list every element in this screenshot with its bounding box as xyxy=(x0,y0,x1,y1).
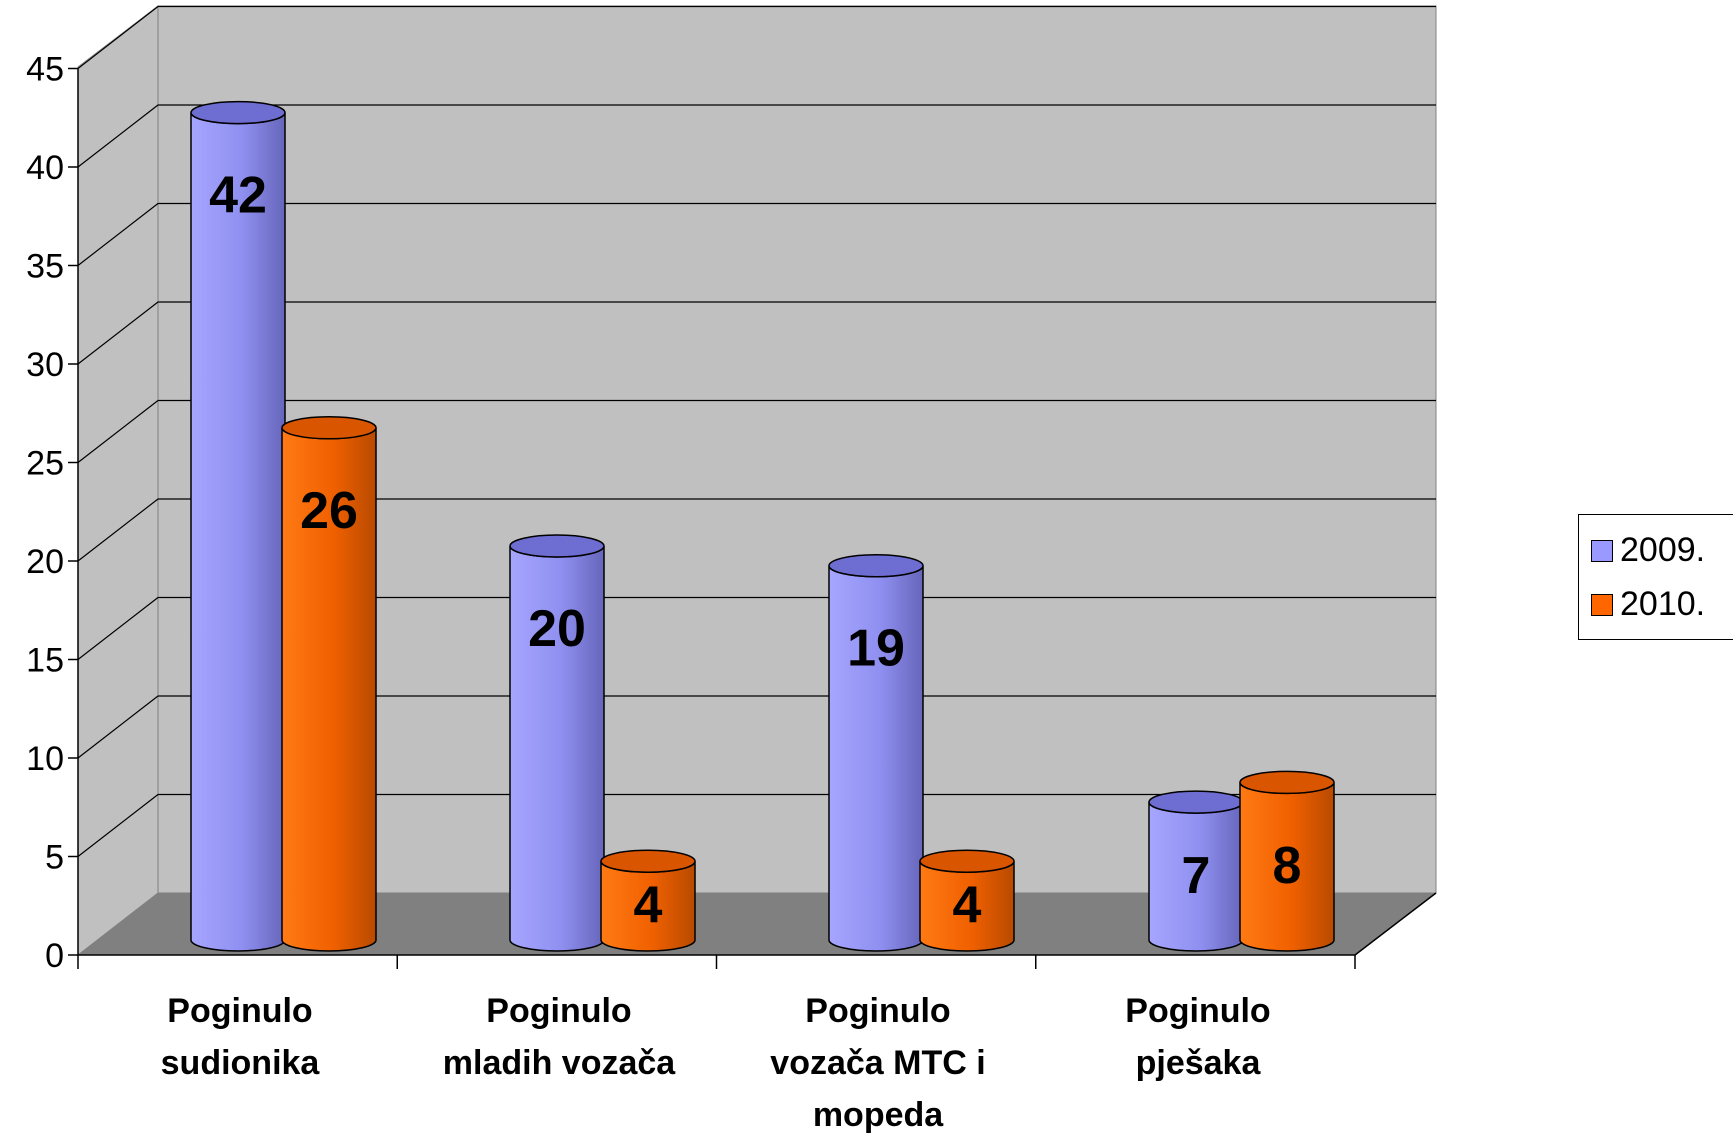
value-labels: 42 26 20 4 19 4 7 8 xyxy=(209,167,1301,935)
x-category-label-line: Poginulo xyxy=(1125,992,1270,1030)
bar-top xyxy=(281,416,377,440)
bar-2010-1 xyxy=(600,849,696,952)
gridlines xyxy=(77,5,1436,857)
data-label: 7 xyxy=(1182,847,1211,905)
gridline xyxy=(77,301,1436,365)
x-category-label-line: mladih vozača xyxy=(443,1044,677,1082)
bar-2010-0 xyxy=(281,416,377,952)
y-tick-label: 20 xyxy=(26,543,64,581)
bar-top xyxy=(600,849,696,873)
bar-top xyxy=(1239,770,1335,795)
y-axis: 0 5 10 15 20 25 30 35 40 45 xyxy=(26,51,79,975)
data-label: 8 xyxy=(1273,837,1302,895)
bar-2009-2 xyxy=(828,553,924,952)
x-category-label-line: pješaka xyxy=(1136,1044,1262,1082)
bar-2010-3 xyxy=(1239,770,1335,952)
y-tick-label: 35 xyxy=(26,248,64,286)
x-axis xyxy=(77,892,1437,969)
data-label: 26 xyxy=(300,482,358,540)
bar-top xyxy=(919,849,1015,873)
bar-top xyxy=(828,553,924,578)
legend: 2009. 2010. xyxy=(1578,514,1733,640)
x-category-label-line: sudionika xyxy=(161,1044,321,1082)
legend-item-2010: 2010. xyxy=(1591,585,1705,624)
gridline xyxy=(77,5,1436,69)
x-category-label: Poginulo mladih vozača xyxy=(443,992,677,1082)
x-category-label: Poginulo pješaka xyxy=(1125,992,1270,1082)
bar-2010-2 xyxy=(919,849,1015,952)
bar-top xyxy=(1148,790,1244,814)
y-tick-label: 30 xyxy=(26,346,64,384)
legend-item-2009: 2009. xyxy=(1591,531,1705,570)
bar-top xyxy=(190,100,286,125)
data-label: 42 xyxy=(209,167,267,225)
x-category-label-line: Poginulo xyxy=(805,992,950,1030)
legend-label-2009: 2009. xyxy=(1620,531,1706,569)
data-label: 4 xyxy=(953,877,982,935)
gridline xyxy=(77,793,1436,857)
legend-swatch-2009 xyxy=(1591,539,1613,562)
data-label: 20 xyxy=(528,600,586,658)
floor xyxy=(78,893,1436,955)
bar-top xyxy=(509,534,605,558)
x-category-label: Poginulo vozača MTC i mopeda xyxy=(770,992,985,1134)
side-wall xyxy=(77,4,159,957)
y-tick-label: 45 xyxy=(26,51,64,89)
legend-swatch-2010 xyxy=(1591,593,1613,616)
bars xyxy=(190,100,1335,952)
y-tick-label: 40 xyxy=(26,149,64,187)
gridline xyxy=(77,399,1436,463)
bar-2009-0 xyxy=(190,100,286,952)
x-category-label: Poginulo sudionika xyxy=(161,992,321,1082)
data-label: 4 xyxy=(634,877,663,935)
gridline xyxy=(77,202,1436,266)
y-tick-label: 10 xyxy=(26,740,64,778)
x-axis-depth-line xyxy=(1354,892,1437,956)
y-tick-label: 5 xyxy=(45,839,64,877)
y-tick-label: 25 xyxy=(26,445,64,483)
y-tick-label: 0 xyxy=(45,937,64,975)
gridline xyxy=(77,695,1436,759)
bar-body xyxy=(190,112,286,952)
gridline xyxy=(77,104,1436,168)
x-category-label-line: Poginulo xyxy=(167,992,312,1030)
x-category-label-line: vozača MTC i xyxy=(770,1044,985,1082)
y-tick-label: 15 xyxy=(26,642,64,680)
gridline xyxy=(77,498,1436,562)
x-category-label-line: mopeda xyxy=(813,1096,944,1134)
bar-2009-1 xyxy=(509,534,605,952)
x-category-label-line: Poginulo xyxy=(486,992,631,1030)
legend-label-2010: 2010. xyxy=(1620,585,1706,623)
data-label: 19 xyxy=(847,620,905,678)
gridline xyxy=(77,596,1436,660)
